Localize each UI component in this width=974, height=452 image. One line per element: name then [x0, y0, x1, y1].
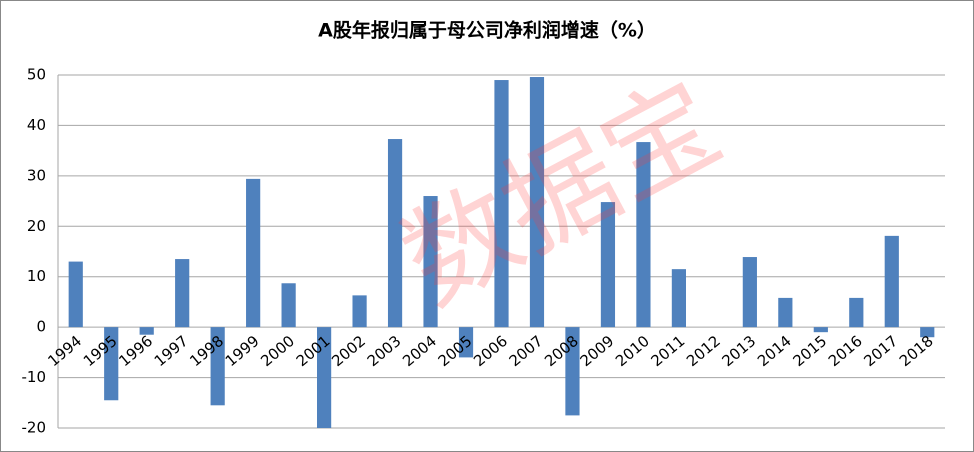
- bar: [139, 327, 154, 335]
- bar: [849, 297, 864, 328]
- bar: [813, 327, 828, 333]
- bar: [175, 259, 190, 328]
- bar: [529, 77, 545, 328]
- bar: [565, 327, 580, 416]
- y-tick-label: 30: [27, 166, 46, 184]
- bar: [210, 327, 225, 406]
- y-tick-label: 10: [27, 267, 46, 285]
- bar: [636, 142, 651, 328]
- chart-title: A股年报归属于母公司净利润增速（%）: [318, 19, 656, 42]
- y-tick-label: 20: [27, 217, 46, 235]
- bar: [458, 327, 474, 358]
- y-tick-label: 50: [27, 66, 46, 84]
- bar: [671, 269, 686, 328]
- bar: [68, 261, 83, 328]
- bar: [742, 257, 757, 328]
- bar: [778, 297, 793, 328]
- bar: [281, 283, 296, 328]
- bar: [423, 196, 438, 328]
- bar: [104, 327, 119, 401]
- bar: [246, 178, 261, 328]
- bar: [600, 202, 616, 328]
- bar: [920, 327, 935, 338]
- y-tick-label: -10: [22, 368, 47, 386]
- y-tick-label: -20: [22, 419, 47, 437]
- bar: [494, 80, 509, 328]
- y-tick-label: 0: [36, 318, 46, 336]
- bar: [352, 295, 367, 328]
- bar: [317, 327, 332, 428]
- bar: [884, 235, 899, 328]
- bar: [387, 139, 403, 328]
- y-tick-label: 40: [27, 116, 46, 134]
